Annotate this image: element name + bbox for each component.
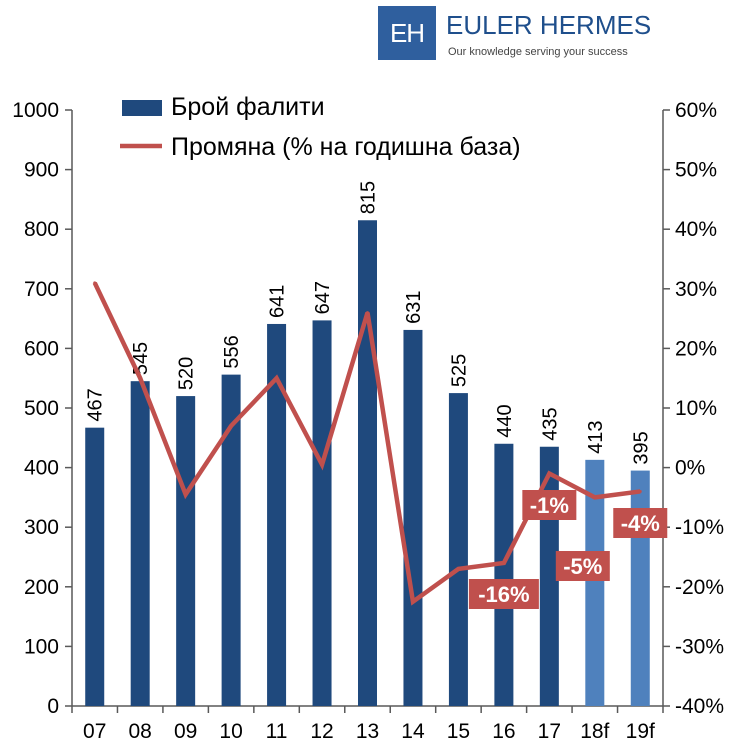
right-tick-label: 50% (675, 159, 717, 182)
bar-value-label: 413 (585, 420, 607, 453)
bar-value-label: 631 (403, 291, 425, 324)
callout-label: -5% (563, 554, 602, 579)
bar-14 (403, 329, 423, 706)
bar-18f (585, 459, 605, 706)
x-tick-label: 16 (492, 720, 515, 743)
right-tick-label: 60% (675, 99, 717, 122)
bar-value-label: 815 (358, 181, 380, 214)
bar-value-label: 435 (539, 407, 561, 440)
line-point-09 (184, 492, 188, 496)
x-tick-label: 13 (356, 720, 379, 743)
x-tick-label: 15 (447, 720, 470, 743)
callout-box (468, 579, 539, 609)
bar-value-label: 641 (267, 285, 289, 318)
left-tick-label: 200 (24, 576, 59, 599)
logo-tagline: Our knowledge serving your success (448, 46, 628, 58)
bar-value-label: 440 (494, 404, 516, 437)
right-tick-label: 20% (675, 337, 717, 360)
line-point-18f (593, 495, 597, 499)
callout-box (522, 490, 577, 520)
bar-12 (312, 320, 332, 706)
left-tick-label: 300 (24, 516, 59, 539)
line-point-19f (638, 489, 642, 493)
left-tick-label: 900 (24, 159, 59, 182)
line-point-12 (320, 463, 324, 467)
callout-box (613, 508, 668, 538)
left-tick-label: 500 (24, 397, 59, 420)
line-point-14 (411, 600, 415, 604)
line-point-17 (547, 472, 551, 476)
left-tick-label: 800 (24, 218, 59, 241)
callout-box (555, 551, 610, 581)
bar-08 (130, 381, 150, 706)
left-tick-label: 700 (24, 278, 59, 301)
bar-16 (494, 443, 514, 706)
right-tick-label: -20% (675, 576, 724, 599)
x-tick-label: 08 (129, 720, 152, 743)
callout-label: -16% (478, 582, 529, 607)
left-tick-label: 400 (24, 457, 59, 480)
x-tick-label: 19f (626, 720, 655, 743)
right-tick-label: -10% (675, 516, 724, 539)
bar-value-label: 525 (448, 354, 470, 387)
right-tick-label: 30% (675, 278, 717, 301)
bar-value-label: 545 (130, 342, 152, 375)
right-tick-label: -30% (675, 635, 724, 658)
x-tick-label: 12 (310, 720, 333, 743)
x-tick-label: 17 (538, 720, 561, 743)
x-tick-label: 11 (266, 720, 288, 743)
right-tick-label: 0% (675, 457, 705, 480)
line-point-08 (138, 376, 142, 380)
line-point-07 (93, 281, 97, 285)
x-tick-label: 09 (174, 720, 197, 743)
right-tick-label: 40% (675, 218, 717, 241)
logo-name: EULER HERMES (446, 10, 652, 40)
bar-09 (176, 396, 196, 706)
right-tick-label: 10% (675, 397, 717, 420)
x-tick-label: 18f (580, 720, 609, 743)
bar-07 (85, 427, 105, 706)
bar-value-label: 395 (630, 431, 652, 464)
bar-value-label: 467 (85, 388, 107, 421)
legend-label-line: Промяна (% на годишна база) (171, 133, 521, 161)
line-point-16 (502, 561, 506, 565)
x-tick-label: 10 (219, 720, 242, 743)
line-point-10 (229, 424, 233, 428)
legend-swatch-bars (122, 100, 162, 116)
left-tick-label: 100 (24, 635, 59, 658)
line-point-11 (275, 376, 279, 380)
line-point-13 (366, 311, 369, 315)
bar-19f (630, 470, 650, 706)
bar-value-label: 556 (221, 335, 243, 368)
bar-11 (267, 323, 287, 706)
bar-10 (221, 374, 241, 706)
logo-mark: EH (378, 6, 436, 60)
bar-value-label: 647 (312, 281, 334, 314)
line-point-15 (456, 567, 460, 571)
left-tick-label: 0 (47, 695, 59, 718)
callout-label: -4% (621, 511, 660, 536)
bar-value-label: 520 (176, 357, 198, 390)
right-tick-label: -40% (675, 695, 724, 718)
x-tick-label: 14 (401, 720, 425, 743)
left-tick-label: 600 (24, 337, 59, 360)
bar-15 (448, 393, 468, 706)
x-tick-label: 07 (83, 720, 106, 743)
left-tick-label: 1000 (12, 99, 59, 122)
euler-hermes-logo: EH EULER HERMES Our knowledge serving yo… (378, 6, 651, 60)
bar-13 (358, 220, 377, 706)
legend-label-bars: Брой фалити (171, 93, 325, 121)
callout-label: -1% (530, 493, 569, 518)
